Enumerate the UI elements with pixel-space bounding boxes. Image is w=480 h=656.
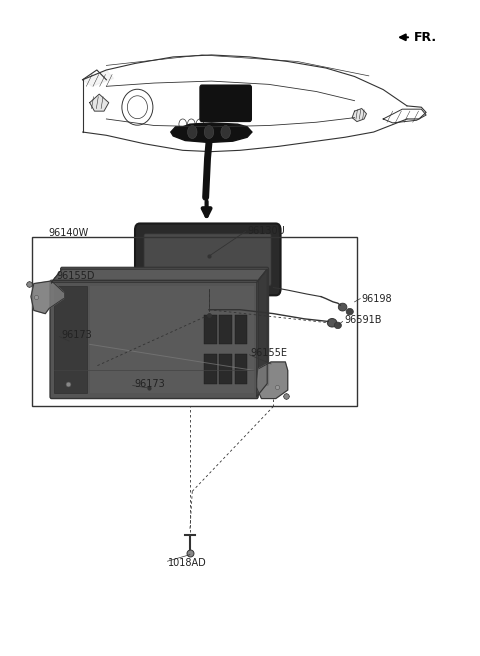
Polygon shape [352, 108, 366, 121]
Bar [219, 354, 232, 384]
Bar [33, 237, 357, 406]
Bar [90, 285, 254, 394]
Polygon shape [171, 123, 252, 142]
FancyBboxPatch shape [135, 224, 281, 295]
Text: 96140W: 96140W [48, 228, 88, 238]
FancyBboxPatch shape [60, 267, 269, 386]
Bar [235, 354, 247, 384]
FancyBboxPatch shape [200, 85, 252, 121]
Text: 96130U: 96130U [247, 226, 285, 236]
Polygon shape [257, 269, 267, 397]
Circle shape [221, 125, 230, 138]
Bar [235, 315, 247, 344]
Polygon shape [31, 281, 63, 314]
Text: 96155E: 96155E [251, 348, 288, 358]
Text: 96155D: 96155D [56, 271, 95, 281]
Polygon shape [90, 94, 109, 111]
Text: 96173: 96173 [61, 329, 92, 340]
Polygon shape [257, 362, 288, 399]
Circle shape [188, 125, 197, 138]
Text: FR.: FR. [414, 31, 437, 44]
Polygon shape [83, 70, 114, 87]
Ellipse shape [327, 319, 337, 327]
Bar [219, 315, 232, 344]
Text: 1018AD: 1018AD [168, 558, 207, 568]
Text: 96591B: 96591B [344, 314, 382, 325]
Bar [204, 315, 216, 344]
Ellipse shape [346, 308, 353, 315]
FancyBboxPatch shape [50, 280, 258, 399]
Bar [204, 354, 216, 384]
Polygon shape [51, 269, 267, 282]
Text: 96173: 96173 [134, 379, 165, 388]
Circle shape [204, 125, 214, 138]
Ellipse shape [338, 303, 347, 311]
Bar [54, 285, 87, 394]
Ellipse shape [334, 322, 341, 329]
Text: 96198: 96198 [362, 294, 392, 304]
FancyBboxPatch shape [144, 234, 271, 285]
